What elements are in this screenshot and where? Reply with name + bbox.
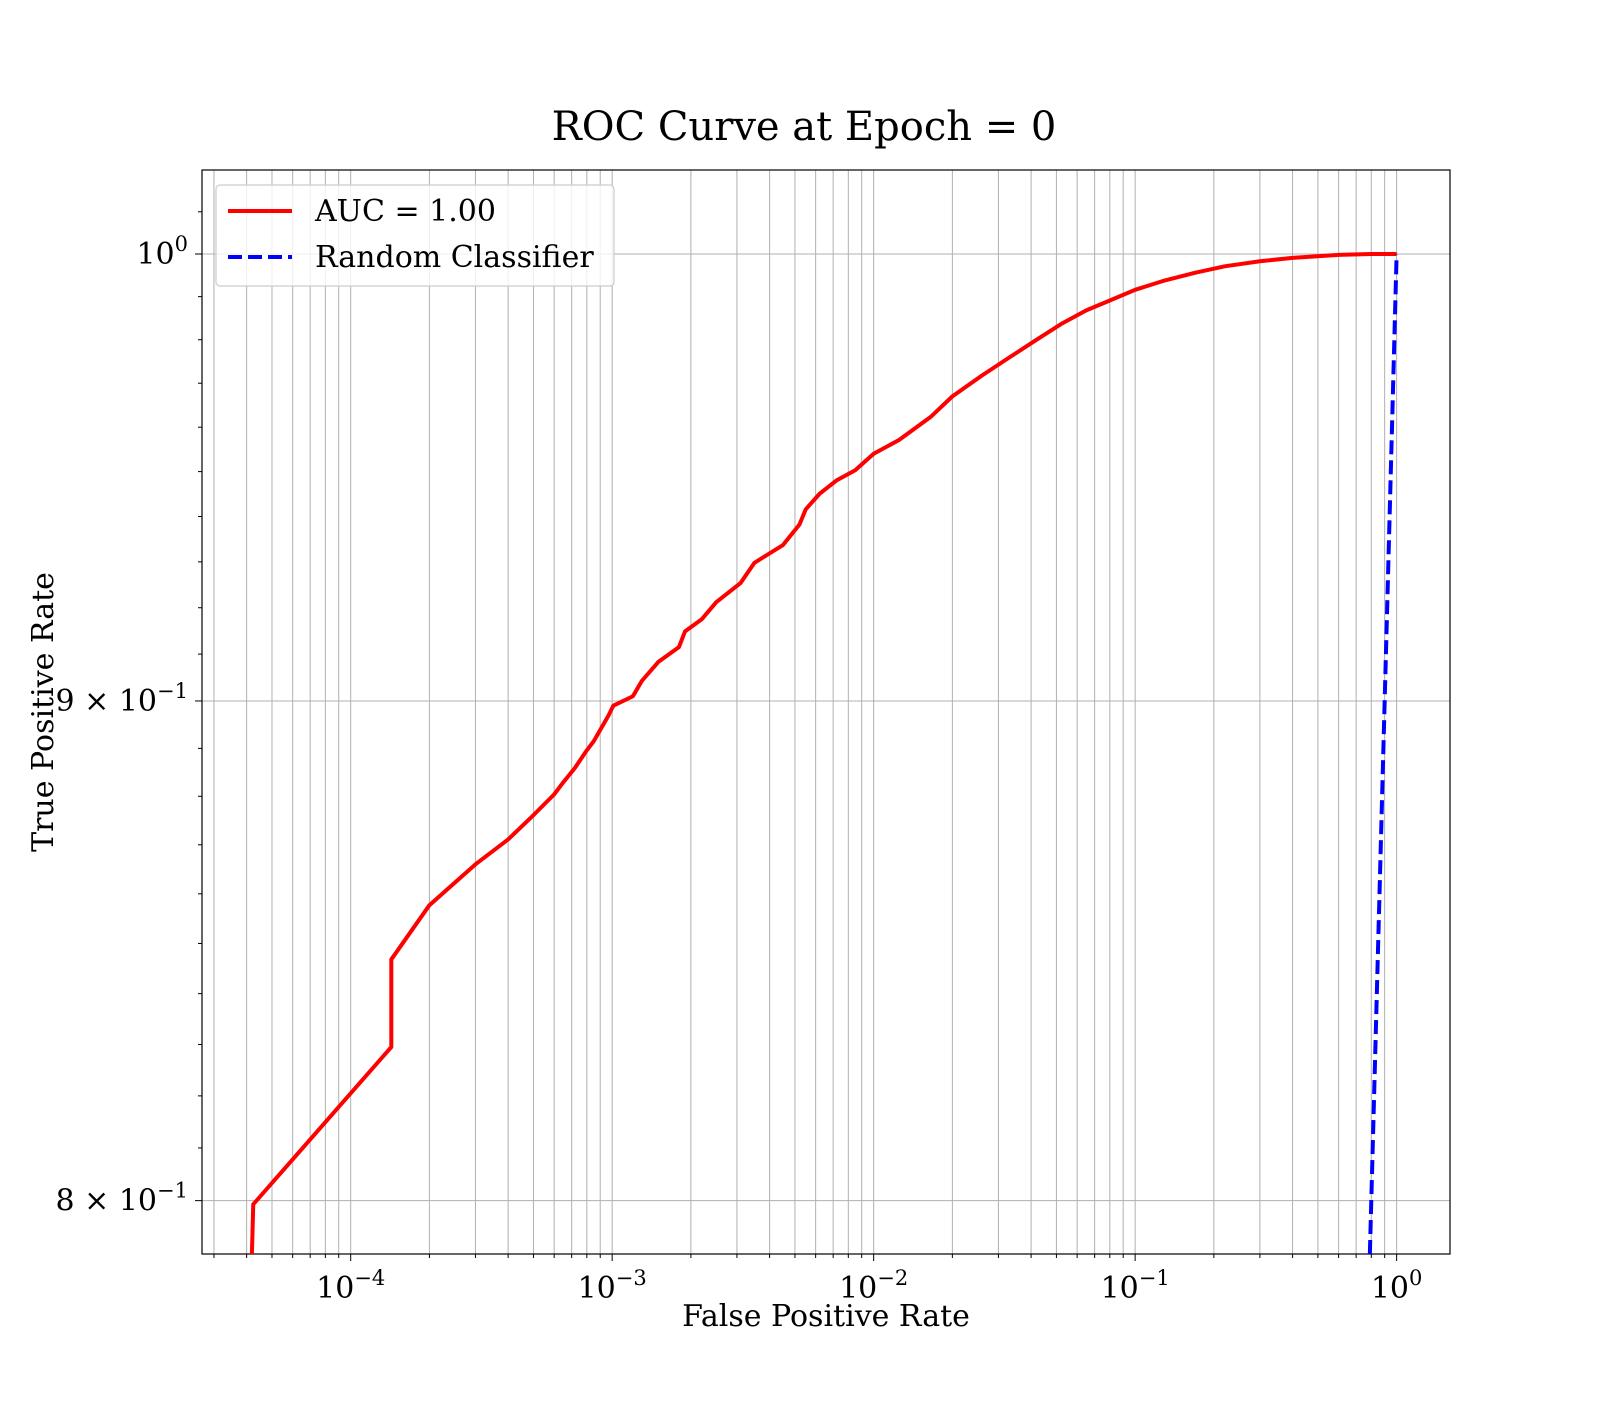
x-tick-label: 10−3 (578, 1266, 647, 1306)
x-tick-label: 100 (1371, 1266, 1423, 1306)
y-tick-label: 9 × 10−1 (56, 679, 188, 719)
x-tick-label: 10−4 (316, 1266, 385, 1306)
y-axis-ticks: 100 9 × 10−1 8 × 10−1 (56, 211, 202, 1219)
legend: AUC = 1.00 Random Classifier (215, 184, 615, 287)
legend-label-random-classifier: Random Classifier (315, 240, 594, 275)
series-layer (249, 252, 1399, 1254)
plot-frame (201, 169, 1451, 1255)
legend-box (215, 184, 615, 287)
x-tick-label: 10−1 (1101, 1266, 1170, 1306)
legend-label-auc: AUC = 1.00 (314, 194, 496, 229)
y-tick-label: 100 (136, 232, 188, 272)
x-axis-ticks: 10−4 10−3 10−2 10−1 100 (213, 1254, 1423, 1306)
series-line-random-classifier (1367, 253, 1399, 1254)
y-tick-label: 8 × 10−1 (56, 1179, 188, 1219)
x-axis-label: False Positive Rate (682, 1299, 970, 1334)
series-line-auc (249, 252, 1397, 1254)
grid-layer (202, 170, 1450, 1254)
y-axis-label: True Positive Rate (26, 572, 61, 852)
chart-title: ROC Curve at Epoch = 0 (552, 104, 1057, 150)
x-tick-label: 10−2 (839, 1266, 908, 1306)
